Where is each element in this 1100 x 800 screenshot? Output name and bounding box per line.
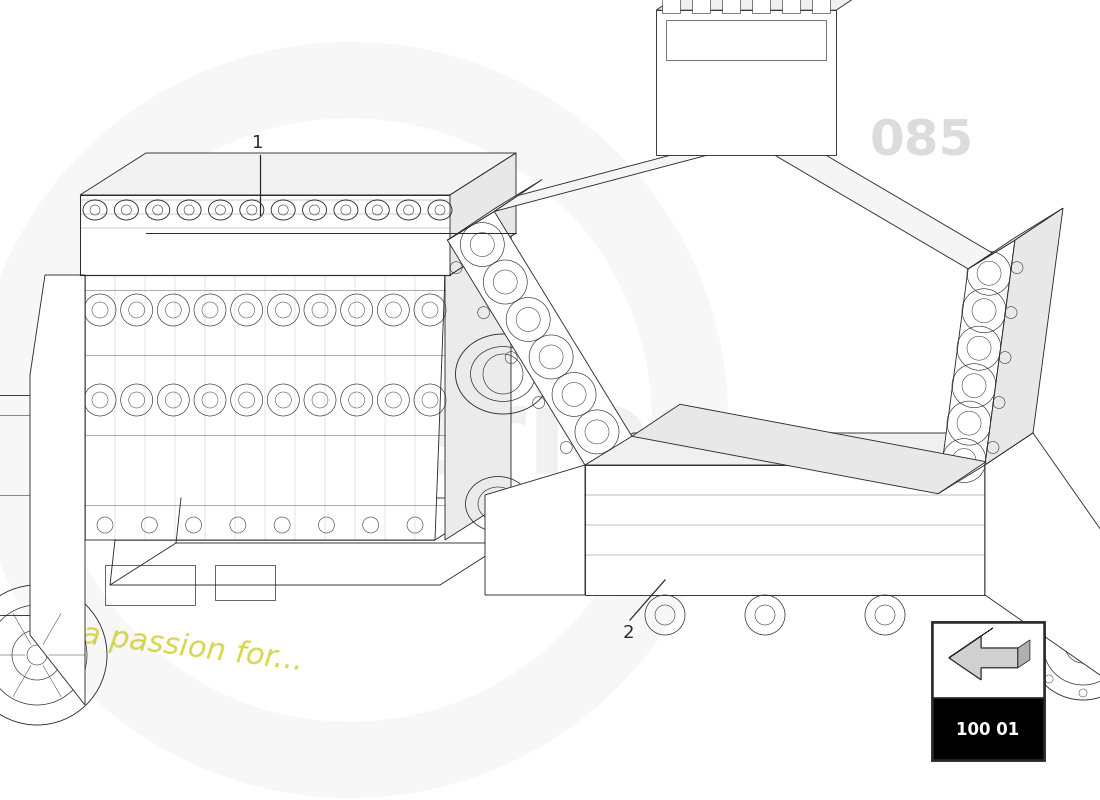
Polygon shape [984,433,1100,705]
Polygon shape [448,179,542,240]
Bar [0,415,45,495]
Bar [104,565,195,605]
Polygon shape [984,433,1033,595]
Polygon shape [631,404,986,494]
Text: a passion for...: a passion for... [80,620,305,676]
Polygon shape [1018,640,1030,668]
Text: 2: 2 [623,624,634,642]
Polygon shape [80,153,516,195]
Polygon shape [585,465,984,595]
Polygon shape [938,240,1015,494]
Bar [932,622,1044,760]
Polygon shape [450,153,516,275]
Bar [932,622,1044,698]
Bar [932,698,1044,760]
Polygon shape [494,134,750,211]
Polygon shape [968,208,1063,269]
Polygon shape [949,628,993,658]
Polygon shape [80,233,516,275]
Polygon shape [85,233,512,275]
Polygon shape [984,208,1063,465]
Bar [782,0,800,13]
Polygon shape [615,563,1003,595]
Bar [932,622,1044,760]
Polygon shape [446,233,512,540]
Text: elcoseries: elcoseries [30,382,725,498]
Polygon shape [448,211,631,465]
Text: 100 01: 100 01 [956,721,1020,738]
Polygon shape [485,465,585,595]
Text: 085: 085 [870,117,975,165]
Polygon shape [657,0,865,10]
Polygon shape [110,543,506,585]
Polygon shape [116,498,501,540]
Bar [723,0,740,13]
Bar [214,565,275,600]
Bar [0,395,55,615]
Bar [657,10,836,155]
Polygon shape [949,636,1018,680]
Polygon shape [767,134,992,269]
Polygon shape [80,195,450,275]
Bar [662,0,680,13]
Polygon shape [585,433,1033,465]
Text: 1: 1 [252,134,264,152]
Bar [812,0,830,13]
Polygon shape [30,275,85,705]
Bar [752,0,770,13]
Bar [667,20,826,60]
Bar [692,0,711,13]
Polygon shape [85,275,446,540]
